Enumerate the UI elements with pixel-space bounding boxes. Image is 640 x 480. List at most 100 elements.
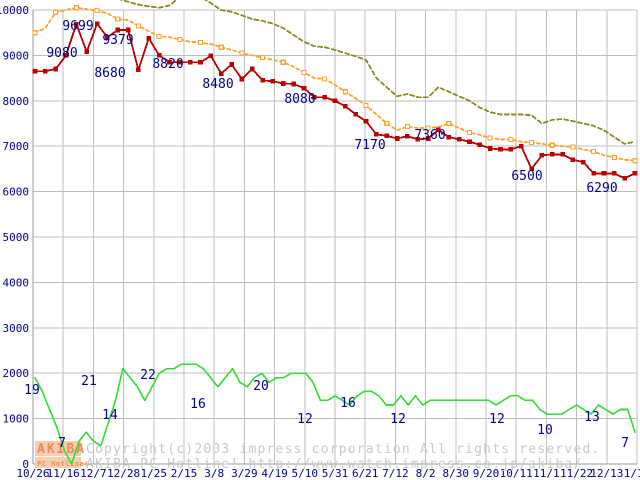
data-point-marker — [622, 176, 627, 181]
data-point-marker — [363, 102, 369, 108]
data-point-marker — [374, 132, 379, 137]
data-point-marker — [394, 136, 400, 141]
akiba-logo-box — [35, 441, 81, 456]
data-point-marker — [167, 59, 172, 65]
data-point-marker — [74, 21, 79, 27]
data-point-marker — [187, 59, 193, 65]
x-axis-tick-label: 12/28 — [107, 467, 140, 480]
data-point-marker — [477, 142, 483, 148]
x-axis-tick-label: 3/29 — [231, 467, 258, 480]
y-axis-tick-label: 7000 — [3, 140, 30, 153]
series-price-avg-orange — [32, 5, 638, 164]
series-line — [34, 6, 636, 162]
data-value-label: 6500 — [511, 169, 542, 184]
x-axis-tick-label: 5/31 — [322, 467, 349, 480]
data-point-marker — [125, 27, 131, 33]
data-point-marker — [632, 171, 638, 176]
data-value-label: 9699 — [62, 19, 93, 34]
data-point-marker — [135, 23, 141, 29]
y-axis-tick-label: 0 — [22, 458, 29, 471]
data-point-marker — [73, 5, 79, 11]
data-point-marker — [301, 70, 307, 76]
data-point-marker — [332, 98, 338, 104]
data-value-labels: 9080 9699 9379 8680 8820 8480 8080 7170 7360 6500… — [24, 19, 629, 451]
data-point-marker — [405, 133, 410, 139]
data-series — [32, 0, 638, 465]
data-value-label: 12 — [489, 412, 505, 427]
watermark-line-1: Copyright(c)2003 impress corporation All… — [86, 442, 601, 457]
data-point-marker — [549, 142, 555, 148]
data-point-marker — [508, 147, 514, 152]
data-point-marker — [611, 155, 617, 161]
data-value-label: 7170 — [354, 138, 385, 153]
y-axis-tick-label: 9000 — [3, 49, 30, 62]
y-axis-tick-label: 8000 — [3, 95, 30, 108]
data-point-marker — [591, 149, 597, 155]
akiba-logo-text: AKIBA — [37, 442, 86, 457]
data-point-marker — [518, 143, 524, 149]
data-point-marker — [580, 159, 586, 165]
x-axis-tick-label: 10/26 — [16, 467, 49, 480]
data-value-label: 12 — [297, 412, 313, 427]
data-point-marker — [353, 112, 358, 117]
data-value-label: 14 — [102, 408, 118, 423]
series-price-min-red — [32, 21, 638, 181]
data-point-marker — [239, 50, 245, 56]
data-value-label: 8680 — [94, 66, 125, 81]
data-point-marker — [384, 133, 390, 139]
data-point-marker — [32, 30, 38, 36]
data-point-marker — [467, 139, 472, 144]
data-value-label: 9379 — [102, 33, 133, 48]
data-point-marker — [270, 78, 276, 84]
data-value-label: 8480 — [202, 77, 233, 92]
x-axis-tick-label: 1/25 — [141, 467, 168, 480]
data-point-marker — [63, 53, 69, 58]
y-axis-tick-label: 2000 — [3, 367, 30, 380]
x-axis-tick-label: 3/8 — [204, 467, 224, 480]
data-value-label: 21 — [81, 374, 97, 389]
data-point-marker — [280, 81, 286, 86]
data-point-marker — [436, 127, 441, 133]
data-point-marker — [115, 16, 121, 22]
y-axis-tick-label: 10000 — [0, 4, 29, 17]
data-point-marker — [384, 120, 390, 127]
x-axis-tick-label: 2/15 — [171, 467, 198, 480]
data-point-marker — [404, 124, 410, 130]
data-point-marker — [591, 171, 596, 176]
data-point-marker — [425, 125, 431, 131]
data-point-marker — [136, 67, 141, 73]
data-point-marker — [260, 55, 266, 61]
data-point-marker — [466, 130, 473, 136]
data-point-marker — [239, 76, 245, 82]
akiba-logo-sub-text: PC Hotline! — [37, 460, 89, 468]
data-value-label: 7 — [58, 436, 66, 451]
y-axis-tick-label: 6000 — [3, 186, 30, 199]
data-point-marker — [612, 171, 617, 176]
data-point-marker — [487, 135, 493, 141]
data-value-label: 19 — [24, 383, 40, 398]
data-point-marker — [487, 146, 493, 151]
data-value-label: 8080 — [284, 92, 315, 107]
data-point-marker — [312, 94, 317, 100]
x-axis-tick-label: 8/30 — [443, 467, 470, 480]
y-axis-tick-label: 4000 — [3, 276, 30, 289]
data-point-marker — [291, 81, 296, 87]
data-point-marker — [560, 152, 565, 157]
data-point-marker — [115, 27, 121, 33]
series-line — [34, 363, 636, 465]
x-axis-tick-label: 12/13 — [590, 467, 623, 480]
series-shop-count-green — [34, 363, 636, 465]
series-price-max-olive — [118, 0, 636, 145]
data-point-marker — [498, 147, 503, 152]
data-point-marker — [322, 94, 327, 100]
data-point-marker — [197, 40, 204, 46]
data-value-label: 7 — [621, 436, 629, 451]
data-point-marker — [229, 62, 234, 67]
data-point-marker — [177, 36, 183, 43]
data-point-marker — [632, 158, 638, 164]
data-value-label: 8820 — [152, 57, 183, 72]
data-value-label: 12 — [390, 412, 406, 427]
data-point-marker — [105, 34, 110, 40]
watermark: AKIBA PC Hotline! Copyright(c)2003 impre… — [35, 441, 601, 472]
